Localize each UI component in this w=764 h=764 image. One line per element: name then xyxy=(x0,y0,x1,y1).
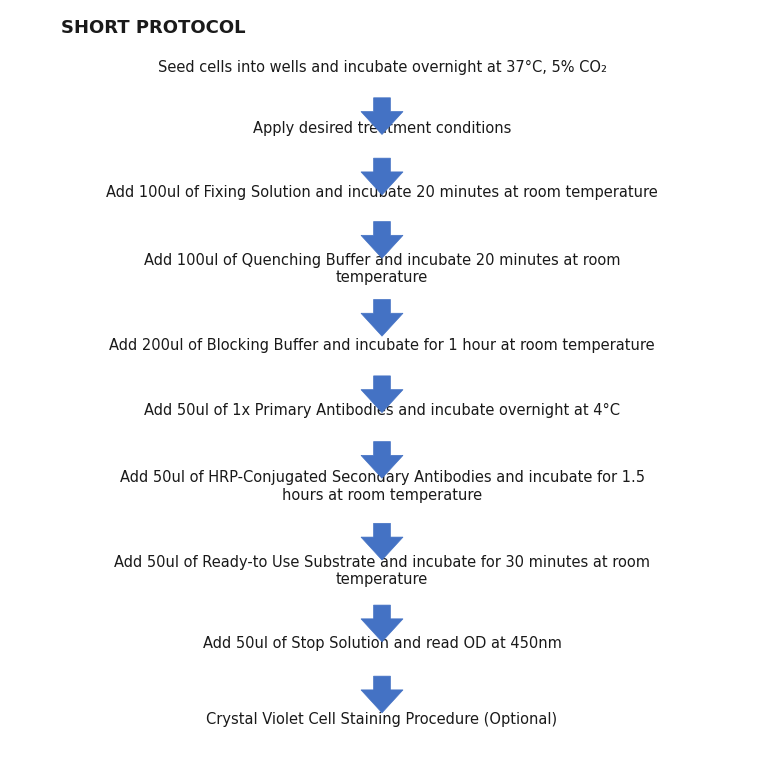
Text: Add 50ul of Stop Solution and read OD at 450nm: Add 50ul of Stop Solution and read OD at… xyxy=(202,636,562,651)
Polygon shape xyxy=(361,376,403,413)
Polygon shape xyxy=(361,523,403,560)
Polygon shape xyxy=(361,222,403,258)
Text: Add 50ul of Ready-to Use Substrate and incubate for 30 minutes at room
temperatu: Add 50ul of Ready-to Use Substrate and i… xyxy=(114,555,650,587)
Text: Add 100ul of Quenching Buffer and incubate 20 minutes at room
temperature: Add 100ul of Quenching Buffer and incuba… xyxy=(144,253,620,285)
Polygon shape xyxy=(361,676,403,713)
Polygon shape xyxy=(361,299,403,336)
Polygon shape xyxy=(361,158,403,195)
Text: Crystal Violet Cell Staining Procedure (Optional): Crystal Violet Cell Staining Procedure (… xyxy=(206,712,558,727)
Text: Apply desired treatment conditions: Apply desired treatment conditions xyxy=(253,121,511,136)
Text: Seed cells into wells and incubate overnight at 37°C, 5% CO₂: Seed cells into wells and incubate overn… xyxy=(157,60,607,75)
Text: Add 50ul of 1x Primary Antibodies and incubate overnight at 4°C: Add 50ul of 1x Primary Antibodies and in… xyxy=(144,403,620,418)
Polygon shape xyxy=(361,98,403,134)
Text: Add 200ul of Blocking Buffer and incubate for 1 hour at room temperature: Add 200ul of Blocking Buffer and incubat… xyxy=(109,338,655,353)
Text: Add 50ul of HRP-Conjugated Secondary Antibodies and incubate for 1.5
hours at ro: Add 50ul of HRP-Conjugated Secondary Ant… xyxy=(119,471,645,503)
Text: SHORT PROTOCOL: SHORT PROTOCOL xyxy=(61,19,245,37)
Polygon shape xyxy=(361,605,403,642)
Text: Add 100ul of Fixing Solution and incubate 20 minutes at room temperature: Add 100ul of Fixing Solution and incubat… xyxy=(106,185,658,200)
Polygon shape xyxy=(361,442,403,478)
